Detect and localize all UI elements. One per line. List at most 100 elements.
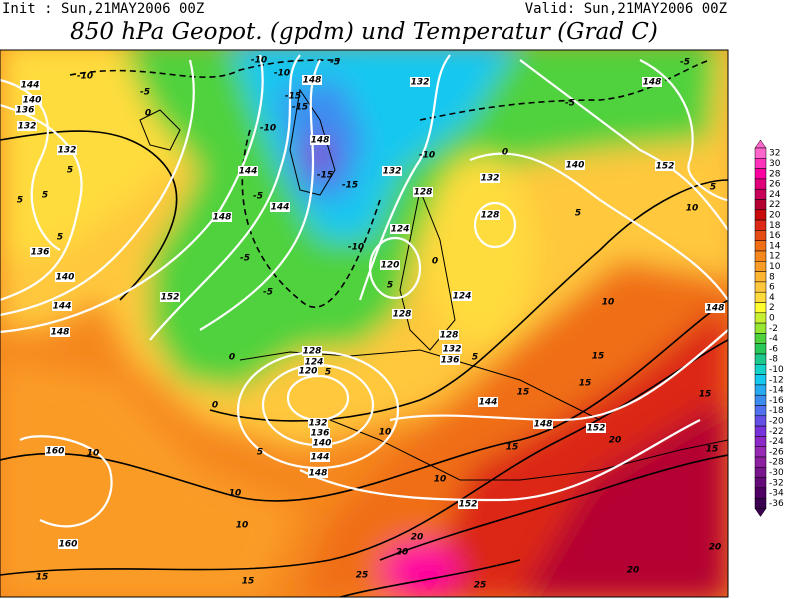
contour-label: 124 (453, 292, 472, 302)
colorbar-swatch (754, 219, 767, 231)
contour-label: -15 (285, 92, 301, 102)
contour-label: 132 (443, 345, 462, 355)
contour-label: 5 (67, 166, 73, 176)
colorbar-swatch (754, 364, 767, 375)
contour-label: 25 (474, 581, 487, 591)
colorbar-label: 2 (769, 303, 775, 313)
contour-label: 120 (381, 261, 400, 271)
label-box (310, 452, 330, 462)
contour-label: 144 (271, 203, 290, 213)
contour-label: 136 (31, 248, 50, 258)
contour-label: 148 (643, 78, 662, 88)
label-box (30, 247, 50, 257)
colorbar-swatch (754, 261, 767, 272)
colorbar-swatch (754, 415, 767, 427)
contour-label: 20 (411, 533, 424, 543)
label-box (50, 327, 70, 337)
colorbar-label: 22 (769, 200, 780, 210)
contour-label: 132 (18, 122, 37, 132)
contour-label: 20 (609, 436, 622, 446)
label-box (480, 210, 500, 220)
init-time: Init : Sun,21MAY2006 00Z (2, 1, 204, 17)
colorbar-swatch (754, 384, 767, 396)
contour-label: 10 (379, 428, 392, 438)
colorbar-label: -2 (769, 324, 778, 334)
colorbar-swatch (754, 456, 767, 468)
contour-label: -5 (253, 192, 263, 202)
label-box (57, 145, 77, 155)
colorbar-swatch (754, 230, 767, 241)
contour-label: 5 (472, 353, 478, 363)
colorbar: 32302826242220181614121086420-2-4-6-8-10… (754, 139, 784, 517)
colorbar-swatch (754, 199, 767, 211)
contour-label: 148 (309, 469, 328, 479)
contour-label: 15 (699, 390, 712, 400)
contour-label: 152 (161, 293, 180, 303)
colorbar-swatch (754, 302, 767, 314)
colorbar-swatch (754, 312, 767, 324)
label-box (413, 187, 433, 197)
colorbar-label: -10 (769, 365, 784, 375)
colorbar-swatch (754, 487, 767, 499)
label-box (705, 303, 725, 313)
colorbar-label: -12 (769, 375, 784, 385)
colorbar-label: -24 (769, 437, 784, 447)
contour-label: 5 (710, 183, 716, 193)
colorbar-label: -26 (769, 447, 784, 457)
colorbar-label: -30 (769, 468, 784, 478)
label-box (390, 224, 410, 234)
colorbar-swatch (754, 147, 767, 159)
colorbar-swatch (754, 333, 767, 344)
cold-isotherms (69, 59, 711, 308)
label-box (586, 423, 606, 433)
contour-label: 0 (212, 401, 218, 411)
colorbar-label: 18 (769, 221, 781, 231)
label-box (410, 77, 430, 87)
contour-label: 148 (51, 328, 70, 338)
contour-label: -15 (317, 171, 333, 181)
colorbar-swatch (754, 271, 767, 283)
label-box (302, 75, 322, 85)
colorbar-label: 28 (769, 169, 781, 179)
contour-label: 10 (602, 298, 615, 308)
label-box (298, 366, 318, 376)
colorbar-swatch (754, 343, 767, 355)
contour-label: 148 (213, 213, 232, 223)
contour-label: -5 (565, 99, 575, 109)
contour-label: 15 (506, 443, 519, 453)
contour-label: 148 (303, 76, 322, 86)
contour-label: 0 (432, 257, 438, 267)
colorbar-label: 30 (769, 159, 781, 169)
colorbar-label: 32 (769, 149, 780, 159)
contour-label: 128 (440, 331, 459, 341)
label-box (382, 166, 402, 176)
label-box (160, 292, 180, 302)
label-box (452, 291, 472, 301)
label-box (22, 95, 42, 105)
contour-label: -5 (680, 58, 690, 68)
contour-label: 132 (309, 419, 328, 429)
colorbar-label: 8 (769, 272, 775, 282)
contour-label: -15 (342, 181, 358, 191)
contour-label: -5 (263, 288, 273, 298)
contour-label: 0 (229, 353, 235, 363)
contour-label: 124 (305, 358, 324, 368)
contour-labels: 144140136132-10-501325555136140144148148… (15, 56, 725, 591)
colorbar-swatch (754, 209, 767, 221)
contour-label: 148 (706, 304, 725, 314)
contour-label: 144 (311, 453, 330, 463)
colorbar-label: 0 (769, 313, 775, 323)
label-box (308, 468, 328, 478)
contour-label: 132 (481, 174, 500, 184)
contour-label: 132 (58, 146, 77, 156)
contour-label: 10 (686, 204, 699, 214)
map-frame (0, 49, 729, 598)
contour-label: 5 (42, 191, 48, 201)
label-box (17, 121, 37, 131)
contour-label: 15 (242, 577, 255, 587)
contour-label: 15 (592, 352, 605, 362)
contour-label: 25 (356, 571, 369, 581)
label-box (58, 539, 78, 549)
contour-label: 20 (396, 548, 409, 558)
